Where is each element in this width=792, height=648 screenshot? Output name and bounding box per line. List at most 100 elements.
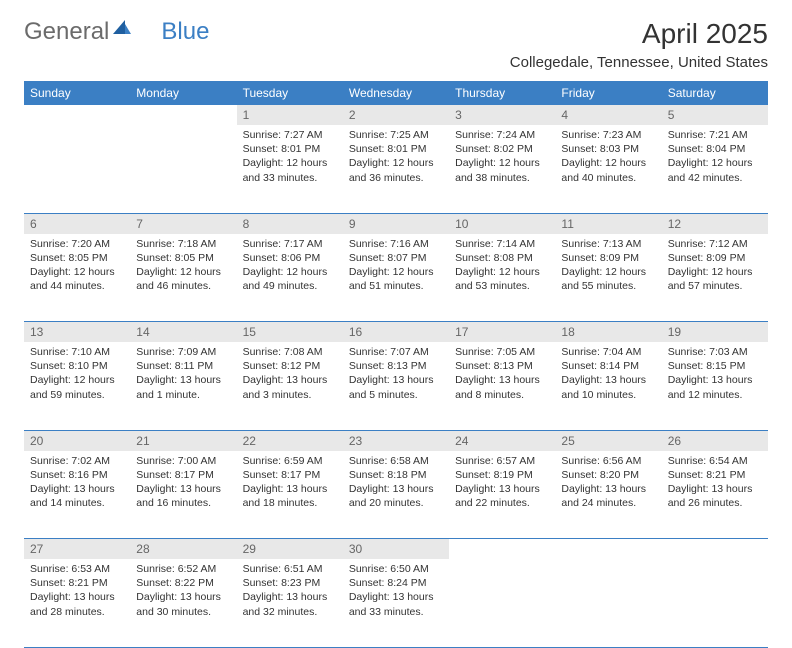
sunset-text: Sunset: 8:08 PM <box>455 251 549 265</box>
day-number-cell <box>662 539 768 560</box>
sunrise-text: Sunrise: 7:20 AM <box>30 237 124 251</box>
daylight-text: Daylight: 13 hours and 28 minutes. <box>30 590 124 618</box>
daylight-text: Daylight: 12 hours and 40 minutes. <box>561 156 655 184</box>
day-details: Sunrise: 7:02 AMSunset: 8:16 PMDaylight:… <box>24 451 130 517</box>
day-cell <box>24 125 130 213</box>
day-number-cell: 25 <box>555 430 661 451</box>
sunrise-text: Sunrise: 7:07 AM <box>349 345 443 359</box>
sunrise-text: Sunrise: 6:51 AM <box>243 562 337 576</box>
day-details: Sunrise: 7:24 AMSunset: 8:02 PMDaylight:… <box>449 125 555 191</box>
sunrise-text: Sunrise: 6:52 AM <box>136 562 230 576</box>
day-number-cell: 19 <box>662 322 768 343</box>
calendar-table: Sunday Monday Tuesday Wednesday Thursday… <box>24 81 768 648</box>
logo: General Blue <box>24 18 209 46</box>
day-details: Sunrise: 7:21 AMSunset: 8:04 PMDaylight:… <box>662 125 768 191</box>
daylight-text: Daylight: 12 hours and 38 minutes. <box>455 156 549 184</box>
day-details: Sunrise: 6:58 AMSunset: 8:18 PMDaylight:… <box>343 451 449 517</box>
daynum-row: 20212223242526 <box>24 430 768 451</box>
sunrise-text: Sunrise: 7:14 AM <box>455 237 549 251</box>
header: General Blue April 2025 Collegedale, Ten… <box>24 18 768 71</box>
daylight-text: Daylight: 12 hours and 33 minutes. <box>243 156 337 184</box>
daylight-text: Daylight: 13 hours and 32 minutes. <box>243 590 337 618</box>
day-number-cell: 24 <box>449 430 555 451</box>
day-cell: Sunrise: 6:50 AMSunset: 8:24 PMDaylight:… <box>343 559 449 647</box>
day-details: Sunrise: 6:57 AMSunset: 8:19 PMDaylight:… <box>449 451 555 517</box>
sunset-text: Sunset: 8:16 PM <box>30 468 124 482</box>
content-row: Sunrise: 7:02 AMSunset: 8:16 PM Daylight:… <box>24 451 768 539</box>
sunrise-text: Sunrise: 7:09 AM <box>136 345 230 359</box>
day-header: Sunday <box>24 81 130 105</box>
day-number-cell <box>130 105 236 125</box>
sunrise-text: Sunrise: 7:02 AM <box>30 454 124 468</box>
sunset-text: Sunset: 8:01 PM <box>243 142 337 156</box>
day-cell: Sunrise: 7:16 AMSunset: 8:07 PMDaylight:… <box>343 234 449 322</box>
sunrise-text: Sunrise: 7:13 AM <box>561 237 655 251</box>
daylight-text: Daylight: 13 hours and 26 minutes. <box>668 482 762 510</box>
day-details: Sunrise: 6:50 AMSunset: 8:24 PMDaylight:… <box>343 559 449 625</box>
daylight-text: Daylight: 13 hours and 33 minutes. <box>349 590 443 618</box>
sunrise-text: Sunrise: 7:00 AM <box>136 454 230 468</box>
day-cell: Sunrise: 7:18 AMSunset: 8:05 PMDaylight:… <box>130 234 236 322</box>
sunrise-text: Sunrise: 6:57 AM <box>455 454 549 468</box>
daylight-text: Daylight: 12 hours and 57 minutes. <box>668 265 762 293</box>
day-cell: Sunrise: 7:12 AMSunset: 8:09 PMDaylight:… <box>662 234 768 322</box>
sunset-text: Sunset: 8:17 PM <box>136 468 230 482</box>
sunset-text: Sunset: 8:04 PM <box>668 142 762 156</box>
daylight-text: Daylight: 13 hours and 22 minutes. <box>455 482 549 510</box>
day-header: Thursday <box>449 81 555 105</box>
sunrise-text: Sunrise: 7:24 AM <box>455 128 549 142</box>
sunrise-text: Sunrise: 7:04 AM <box>561 345 655 359</box>
sunrise-text: Sunrise: 7:05 AM <box>455 345 549 359</box>
day-details: Sunrise: 7:09 AMSunset: 8:11 PMDaylight:… <box>130 342 236 408</box>
sunset-text: Sunset: 8:11 PM <box>136 359 230 373</box>
daynum-row: 6789101112 <box>24 213 768 234</box>
day-number-cell: 18 <box>555 322 661 343</box>
day-number-cell <box>555 539 661 560</box>
day-cell: Sunrise: 6:54 AMSunset: 8:21 PMDaylight:… <box>662 451 768 539</box>
sunrise-text: Sunrise: 6:58 AM <box>349 454 443 468</box>
daylight-text: Daylight: 13 hours and 3 minutes. <box>243 373 337 401</box>
day-details: Sunrise: 7:08 AMSunset: 8:12 PMDaylight:… <box>237 342 343 408</box>
sunrise-text: Sunrise: 7:23 AM <box>561 128 655 142</box>
logo-sail-icon <box>111 15 133 43</box>
day-cell <box>662 559 768 647</box>
daylight-text: Daylight: 12 hours and 53 minutes. <box>455 265 549 293</box>
sunrise-text: Sunrise: 7:17 AM <box>243 237 337 251</box>
sunrise-text: Sunrise: 6:54 AM <box>668 454 762 468</box>
sunset-text: Sunset: 8:19 PM <box>455 468 549 482</box>
sunset-text: Sunset: 8:23 PM <box>243 576 337 590</box>
day-details: Sunrise: 7:05 AMSunset: 8:13 PMDaylight:… <box>449 342 555 408</box>
sunset-text: Sunset: 8:21 PM <box>668 468 762 482</box>
daylight-text: Daylight: 12 hours and 36 minutes. <box>349 156 443 184</box>
day-number-cell: 4 <box>555 105 661 125</box>
day-details: Sunrise: 7:27 AMSunset: 8:01 PMDaylight:… <box>237 125 343 191</box>
day-cell: Sunrise: 7:17 AMSunset: 8:06 PMDaylight:… <box>237 234 343 322</box>
day-header: Saturday <box>662 81 768 105</box>
day-cell: Sunrise: 7:08 AMSunset: 8:12 PMDaylight:… <box>237 342 343 430</box>
day-number-cell <box>24 105 130 125</box>
day-cell: Sunrise: 6:59 AMSunset: 8:17 PMDaylight:… <box>237 451 343 539</box>
day-cell: Sunrise: 7:10 AMSunset: 8:10 PMDaylight:… <box>24 342 130 430</box>
day-number-cell: 2 <box>343 105 449 125</box>
day-header: Friday <box>555 81 661 105</box>
day-details: Sunrise: 7:00 AMSunset: 8:17 PMDaylight:… <box>130 451 236 517</box>
day-cell: Sunrise: 6:51 AMSunset: 8:23 PMDaylight:… <box>237 559 343 647</box>
content-row: Sunrise: 7:20 AMSunset: 8:05 PMDaylight:… <box>24 234 768 322</box>
day-cell: Sunrise: 7:14 AMSunset: 8:08 PMDaylight:… <box>449 234 555 322</box>
day-details: Sunrise: 7:16 AMSunset: 8:07 PMDaylight:… <box>343 234 449 300</box>
daynum-row: 27282930 <box>24 539 768 560</box>
daylight-text: Daylight: 13 hours and 5 minutes. <box>349 373 443 401</box>
day-number-cell: 8 <box>237 213 343 234</box>
sunrise-text: Sunrise: 7:16 AM <box>349 237 443 251</box>
sunrise-text: Sunrise: 6:50 AM <box>349 562 443 576</box>
day-cell: Sunrise: 7:20 AMSunset: 8:05 PMDaylight:… <box>24 234 130 322</box>
daylight-text: Daylight: 12 hours and 59 minutes. <box>30 373 124 401</box>
day-cell: Sunrise: 7:03 AMSunset: 8:15 PMDaylight:… <box>662 342 768 430</box>
day-details: Sunrise: 7:23 AMSunset: 8:03 PMDaylight:… <box>555 125 661 191</box>
sunrise-text: Sunrise: 6:53 AM <box>30 562 124 576</box>
sunrise-text: Sunrise: 7:25 AM <box>349 128 443 142</box>
day-details: Sunrise: 7:14 AMSunset: 8:08 PMDaylight:… <box>449 234 555 300</box>
daylight-text: Daylight: 13 hours and 20 minutes. <box>349 482 443 510</box>
day-cell: Sunrise: 7:07 AMSunset: 8:13 PMDaylight:… <box>343 342 449 430</box>
day-cell: Sunrise: 6:57 AMSunset: 8:19 PMDaylight:… <box>449 451 555 539</box>
